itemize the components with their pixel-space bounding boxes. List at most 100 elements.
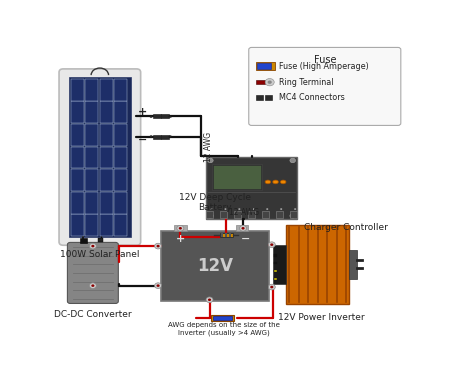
Circle shape: [169, 135, 172, 138]
Bar: [274, 278, 277, 280]
Bar: [86, 79, 99, 101]
Circle shape: [150, 115, 153, 117]
Bar: [100, 214, 113, 236]
Bar: [256, 80, 265, 84]
Bar: [273, 245, 287, 284]
Bar: [80, 238, 87, 243]
Bar: [161, 135, 169, 139]
Bar: [71, 192, 84, 214]
Circle shape: [208, 298, 211, 301]
Bar: [234, 211, 241, 218]
Bar: [248, 211, 255, 218]
Bar: [256, 62, 275, 70]
Bar: [86, 124, 99, 146]
Circle shape: [280, 208, 282, 210]
Bar: [213, 316, 232, 320]
Bar: [225, 233, 227, 237]
Bar: [114, 147, 127, 168]
Text: −: −: [240, 234, 250, 244]
Bar: [114, 79, 127, 101]
Bar: [86, 169, 99, 191]
Ellipse shape: [265, 180, 270, 184]
Circle shape: [179, 227, 182, 230]
Bar: [114, 124, 127, 146]
Circle shape: [294, 208, 296, 210]
Bar: [274, 270, 277, 272]
Bar: [71, 101, 84, 123]
Circle shape: [207, 214, 213, 218]
Bar: [212, 164, 261, 190]
Text: Ring Terminal: Ring Terminal: [279, 78, 333, 87]
Bar: [276, 211, 283, 218]
Circle shape: [268, 80, 272, 84]
Circle shape: [91, 284, 94, 287]
Bar: [86, 147, 99, 168]
FancyBboxPatch shape: [68, 243, 118, 304]
Bar: [100, 147, 113, 168]
Bar: [86, 192, 99, 214]
Bar: [262, 211, 269, 218]
Bar: [206, 157, 297, 219]
Bar: [86, 101, 99, 123]
Text: 12V Deep Cycle
Battery: 12V Deep Cycle Battery: [179, 193, 251, 212]
Bar: [256, 95, 263, 100]
Bar: [69, 77, 131, 237]
Bar: [290, 211, 297, 218]
Bar: [71, 214, 84, 236]
Bar: [212, 315, 234, 321]
Text: Fuse: Fuse: [314, 55, 336, 65]
Text: 12V Power Inverter: 12V Power Inverter: [278, 313, 365, 321]
Bar: [114, 169, 127, 191]
Circle shape: [242, 227, 245, 230]
Text: +: +: [138, 107, 148, 117]
Circle shape: [207, 158, 213, 163]
Circle shape: [150, 135, 153, 138]
Circle shape: [206, 297, 213, 303]
Bar: [86, 214, 99, 236]
Bar: [221, 233, 223, 237]
Bar: [98, 238, 104, 242]
Circle shape: [155, 283, 162, 288]
Text: Fuse (High Amperage): Fuse (High Amperage): [279, 62, 369, 71]
Bar: [153, 135, 161, 139]
FancyBboxPatch shape: [249, 47, 401, 126]
FancyBboxPatch shape: [59, 69, 141, 245]
Circle shape: [268, 284, 275, 290]
Text: AWG depends on the size of the
Inverter (usually >4 AWG): AWG depends on the size of the Inverter …: [167, 322, 279, 336]
Circle shape: [290, 214, 296, 218]
Circle shape: [270, 243, 273, 246]
Bar: [114, 101, 127, 123]
Bar: [220, 233, 233, 237]
Text: 12 AWG: 12 AWG: [204, 132, 213, 162]
Circle shape: [169, 115, 172, 117]
Bar: [174, 225, 187, 230]
Bar: [257, 63, 271, 69]
Circle shape: [238, 208, 240, 210]
Ellipse shape: [280, 180, 286, 184]
Circle shape: [266, 208, 268, 210]
Text: MC4 Connectors: MC4 Connectors: [279, 93, 345, 102]
Text: −: −: [138, 135, 148, 145]
Circle shape: [155, 243, 162, 249]
Bar: [274, 262, 277, 265]
Circle shape: [177, 225, 184, 231]
Bar: [100, 101, 113, 123]
Circle shape: [90, 283, 96, 288]
Bar: [71, 147, 84, 168]
Bar: [100, 124, 113, 146]
Bar: [274, 254, 277, 257]
Bar: [100, 169, 113, 191]
Circle shape: [239, 225, 247, 231]
Bar: [100, 79, 113, 101]
Circle shape: [252, 208, 254, 210]
Bar: [71, 169, 84, 191]
Bar: [114, 192, 127, 214]
Circle shape: [270, 286, 273, 288]
Circle shape: [225, 208, 226, 210]
Bar: [161, 230, 269, 301]
Text: 12 AWG: 12 AWG: [229, 208, 259, 217]
Circle shape: [90, 243, 96, 249]
Bar: [153, 115, 161, 119]
Bar: [220, 211, 227, 218]
Text: Charger Controller: Charger Controller: [304, 224, 388, 232]
